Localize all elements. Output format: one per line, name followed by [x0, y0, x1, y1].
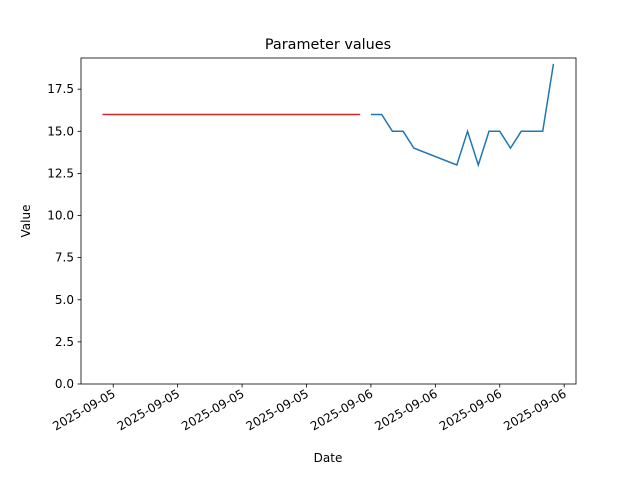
x-tick-label: 2025-09-05	[244, 386, 311, 433]
y-tick-label: 15.0	[47, 124, 74, 138]
y-tick-label: 12.5	[47, 166, 74, 180]
y-tick-label: 5.0	[55, 293, 74, 307]
x-tick-label: 2025-09-05	[115, 386, 182, 433]
y-axis-label: Value	[19, 205, 33, 238]
x-tick-label: 2025-09-06	[501, 386, 568, 433]
x-tick-label: 2025-09-06	[372, 386, 439, 433]
plot-frame	[80, 57, 577, 385]
y-tick-label: 10.0	[47, 209, 74, 223]
x-tick-label: 2025-09-05	[50, 386, 117, 433]
x-tick-label: 2025-09-06	[437, 386, 504, 433]
x-tick-label: 2025-09-05	[179, 386, 246, 433]
x-axis-label: Date	[314, 451, 343, 465]
line-series	[370, 63, 555, 168]
y-tick-label: 0.0	[55, 377, 74, 391]
chart-title: Parameter values	[265, 37, 391, 53]
y-tick-label: 7.5	[55, 251, 74, 265]
y-tick-label: 2.5	[55, 335, 74, 349]
y-tick-label: 17.5	[47, 82, 74, 96]
x-tick-label: 2025-09-06	[308, 386, 375, 433]
